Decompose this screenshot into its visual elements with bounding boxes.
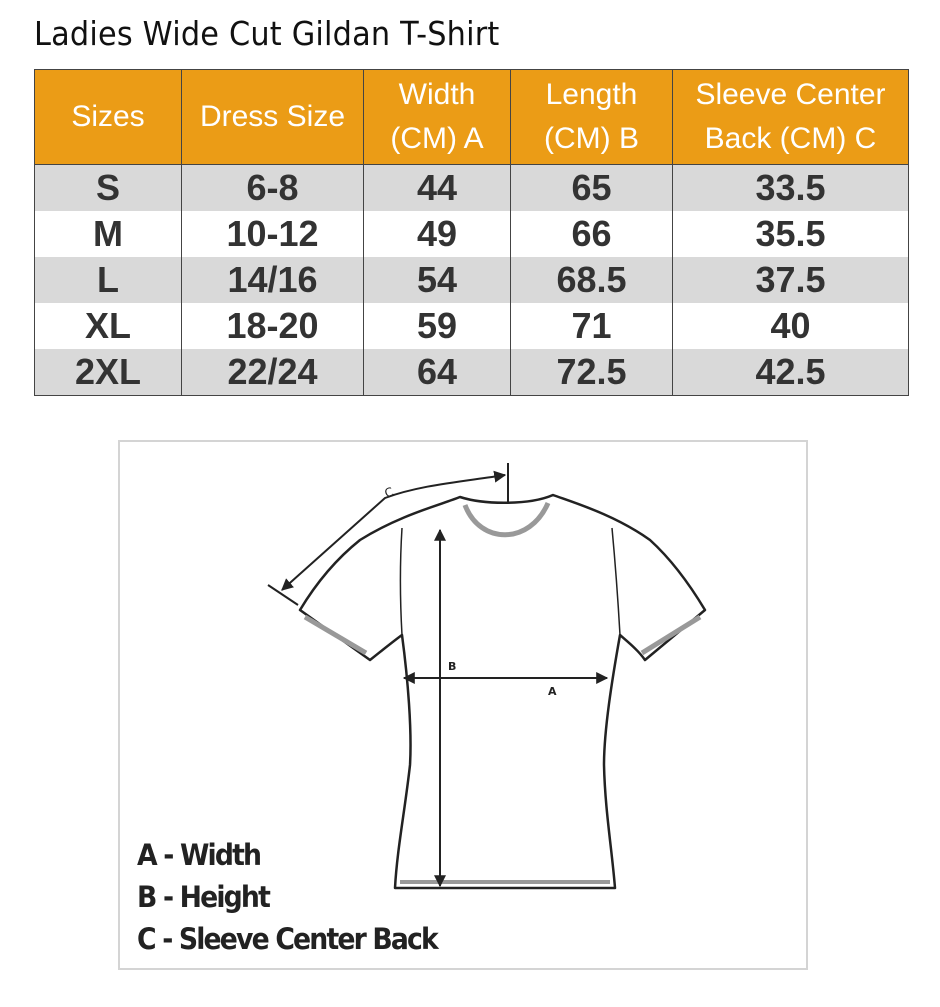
header-sleeve: Sleeve Center Back (CM) C <box>672 69 909 165</box>
cell-length: 65 <box>510 164 673 211</box>
header-length-line2: (CM) B <box>544 122 639 155</box>
cell-width: 44 <box>363 164 511 211</box>
cell-width: 54 <box>363 257 511 303</box>
cell-sleeve: 37.5 <box>672 257 909 303</box>
size-chart-table: Sizes Dress Size Width (CM) A Length (CM) … <box>34 69 909 396</box>
table-row: L 14/16 54 68.5 37.5 <box>34 257 909 303</box>
header-width-line2: (CM) A <box>390 122 484 155</box>
cell-length: 66 <box>510 211 673 257</box>
cell-width: 59 <box>363 303 511 349</box>
cell-dress-size: 10-12 <box>181 211 364 257</box>
header-sleeve-line2: Back (CM) C <box>704 122 877 155</box>
cell-width: 64 <box>363 349 511 396</box>
cell-length: 72.5 <box>510 349 673 396</box>
sleeve-arrow <box>281 470 507 591</box>
cell-dress-size: 6-8 <box>181 164 364 211</box>
cell-sleeve: 40 <box>672 303 909 349</box>
cell-length: 71 <box>510 303 673 349</box>
header-width-line1: Width <box>398 78 476 111</box>
legend-width: A - Width <box>137 838 262 872</box>
header-sizes: Sizes <box>34 69 182 165</box>
shirt-outline <box>298 493 707 890</box>
cell-dress-size: 22/24 <box>181 349 364 396</box>
table-row: S 6-8 44 65 33.5 <box>34 164 909 211</box>
cell-size: L <box>34 257 182 303</box>
table-row: 2XL 22/24 64 72.5 42.5 <box>34 349 909 396</box>
cell-size: 2XL <box>34 349 182 396</box>
header-length-line1: Length <box>545 78 638 111</box>
cell-size: XL <box>34 303 182 349</box>
header-length: Length (CM) B <box>510 69 673 165</box>
legend-sleeve: C - Sleeve Center Back <box>137 922 439 956</box>
sleeve-end-tick <box>267 584 299 606</box>
table-header-row: Sizes Dress Size Width (CM) A Length (CM) … <box>34 69 909 165</box>
cell-dress-size: 18-20 <box>181 303 364 349</box>
label-b: B <box>448 660 456 673</box>
measurement-arrows <box>267 463 609 888</box>
header-sleeve-line1: Sleeve Center <box>695 78 886 111</box>
legend-height: B - Height <box>137 880 271 914</box>
cell-size: S <box>34 164 182 211</box>
shirt-ribbing <box>303 501 702 884</box>
page-title: Ladies Wide Cut Gildan T-Shirt <box>34 14 500 53</box>
header-width: Width (CM) A <box>363 69 511 165</box>
table-row: M 10-12 49 66 35.5 <box>34 211 909 257</box>
cell-width: 49 <box>363 211 511 257</box>
header-dress-size: Dress Size <box>181 69 364 165</box>
label-a: A <box>548 685 557 698</box>
cell-sleeve: 42.5 <box>672 349 909 396</box>
cell-length: 68.5 <box>510 257 673 303</box>
cell-sleeve: 35.5 <box>672 211 909 257</box>
cell-dress-size: 14/16 <box>181 257 364 303</box>
cell-size: M <box>34 211 182 257</box>
cell-sleeve: 33.5 <box>672 164 909 211</box>
table-row: XL 18-20 59 71 40 <box>34 303 909 349</box>
